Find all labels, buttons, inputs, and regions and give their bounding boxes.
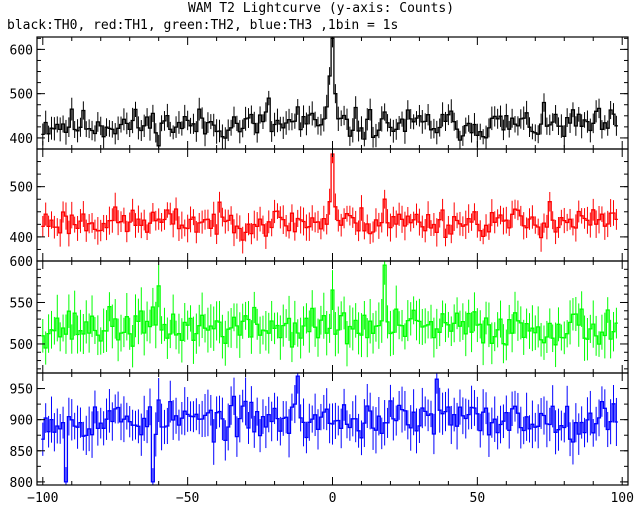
chart-subtitle: black:TH0, red:TH1, green:TH2, blue:TH3 … (7, 18, 399, 33)
chart-title: WAM T2 Lightcurve (y-axis: Counts) (187, 1, 455, 16)
xtick-label--100: −100 (27, 491, 58, 505)
ytick-label-2-550: 550 (10, 296, 33, 311)
xtick-label-50: 50 (470, 491, 486, 505)
ytick-label-2-600: 600 (10, 255, 33, 270)
ytick-label-0-500: 500 (10, 88, 33, 103)
panel-frame-1 (36, 148, 629, 262)
series-line-3 (41, 375, 618, 483)
xtick-label-100: 100 (610, 491, 633, 505)
ytick-label-3-850: 850 (10, 445, 33, 460)
ytick-label-3-950: 950 (10, 383, 33, 398)
xtick-label-0: 0 (329, 491, 337, 505)
series-line-0 (41, 37, 618, 147)
xtick-label--50: −50 (176, 491, 199, 505)
ytick-label-3-900: 900 (10, 414, 33, 429)
ytick-label-2-500: 500 (10, 338, 33, 353)
ytick-label-0-400: 400 (10, 132, 33, 147)
series-line-2 (41, 264, 618, 349)
ytick-label-1-500: 500 (10, 181, 33, 196)
ytick-label-3-800: 800 (10, 476, 33, 491)
ytick-label-0-600: 600 (10, 43, 33, 58)
ytick-label-1-400: 400 (10, 231, 33, 246)
series-line-1 (41, 153, 618, 241)
